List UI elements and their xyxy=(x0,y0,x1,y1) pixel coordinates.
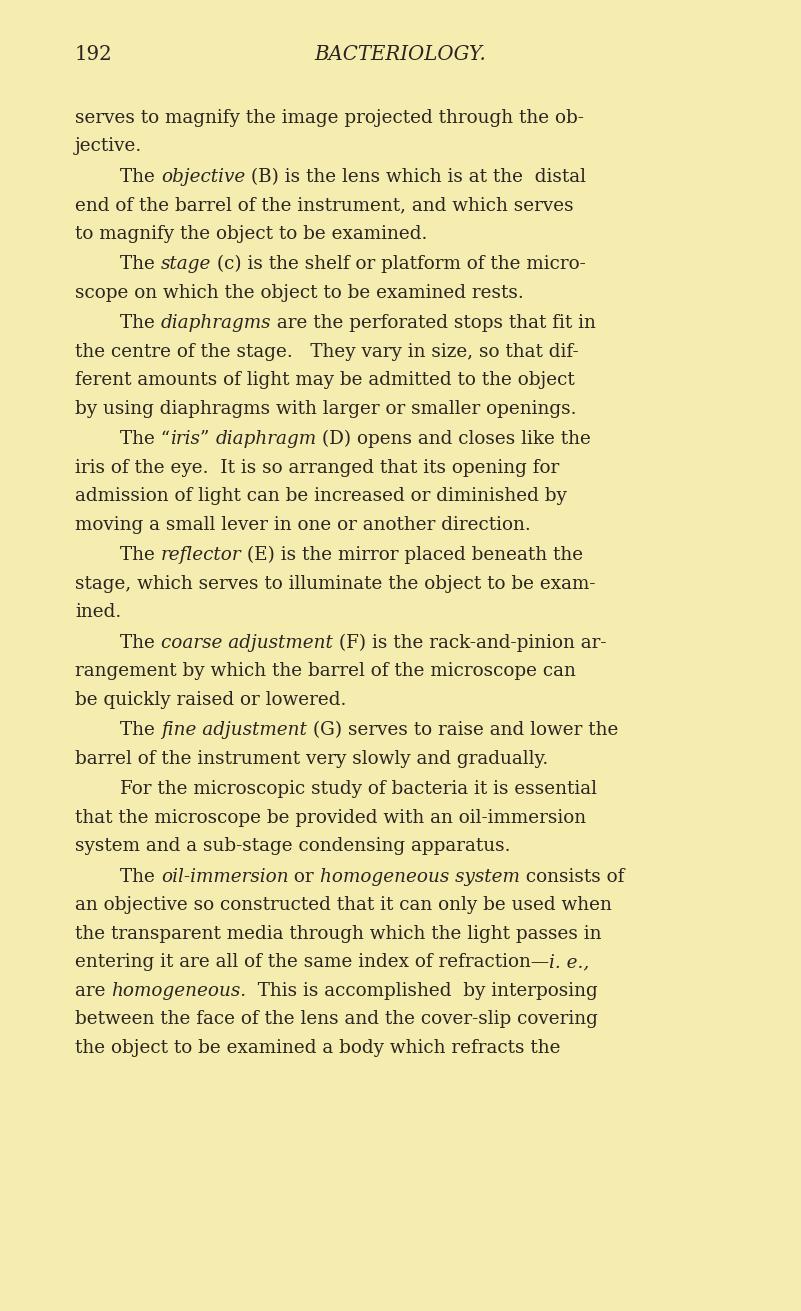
Text: The: The xyxy=(120,168,161,186)
Text: serves to magnify the image projected through the ob-: serves to magnify the image projected th… xyxy=(75,109,584,127)
Text: (G) serves to raise and lower the: (G) serves to raise and lower the xyxy=(307,721,618,739)
Text: stage: stage xyxy=(161,256,211,273)
Text: diaphragms: diaphragms xyxy=(161,315,272,332)
Text: the transparent media through which the light passes in: the transparent media through which the … xyxy=(75,924,602,943)
Text: are: are xyxy=(75,982,111,1000)
Text: (B) is the lens which is at the  distal: (B) is the lens which is at the distal xyxy=(245,168,586,186)
Text: scope on which the object to be examined rests.: scope on which the object to be examined… xyxy=(75,283,524,302)
Text: 192: 192 xyxy=(75,45,113,64)
Text: The: The xyxy=(120,868,161,886)
Text: system and a sub-stage condensing apparatus.: system and a sub-stage condensing appara… xyxy=(75,838,510,855)
Text: admission of light can be increased or diminished by: admission of light can be increased or d… xyxy=(75,488,567,505)
Text: oil-immersion: oil-immersion xyxy=(161,868,288,886)
Text: iris of the eye.  It is so arranged that its opening for: iris of the eye. It is so arranged that … xyxy=(75,459,559,477)
Text: are the perforated stops that fit in: are the perforated stops that fit in xyxy=(272,315,596,332)
Text: The: The xyxy=(120,315,161,332)
Text: barrel of the instrument very slowly and gradually.: barrel of the instrument very slowly and… xyxy=(75,750,548,768)
Text: moving a small lever in one or another direction.: moving a small lever in one or another d… xyxy=(75,515,531,534)
Text: The: The xyxy=(120,721,161,739)
Text: by using diaphragms with larger or smaller openings.: by using diaphragms with larger or small… xyxy=(75,400,577,418)
Text: The “: The “ xyxy=(120,430,170,448)
Text: an objective so constructed that it can only be used when: an objective so constructed that it can … xyxy=(75,897,612,914)
Text: ined.: ined. xyxy=(75,603,121,621)
Text: be quickly raised or lowered.: be quickly raised or lowered. xyxy=(75,691,346,709)
Text: jective.: jective. xyxy=(75,138,143,155)
Text: ”: ” xyxy=(200,430,215,448)
Text: iris: iris xyxy=(170,430,200,448)
Text: diaphragm: diaphragm xyxy=(215,430,316,448)
Text: The: The xyxy=(120,547,161,564)
Text: end of the barrel of the instrument, and which serves: end of the barrel of the instrument, and… xyxy=(75,197,574,214)
Text: between the face of the lens and the cover-slip covering: between the face of the lens and the cov… xyxy=(75,1011,598,1028)
Text: fine adjustment: fine adjustment xyxy=(161,721,307,739)
Text: or: or xyxy=(288,868,320,886)
Text: homogeneous.: homogeneous. xyxy=(111,982,247,1000)
Text: coarse adjustment: coarse adjustment xyxy=(161,633,332,652)
Text: This is accomplished  by interposing: This is accomplished by interposing xyxy=(247,982,598,1000)
Text: The: The xyxy=(120,256,161,273)
Text: ferent amounts of light may be admitted to the object: ferent amounts of light may be admitted … xyxy=(75,371,575,389)
Text: the object to be examined a body which refracts the: the object to be examined a body which r… xyxy=(75,1038,561,1057)
Text: BACTERIOLOGY.: BACTERIOLOGY. xyxy=(315,45,486,64)
Text: (E) is the mirror placed beneath the: (E) is the mirror placed beneath the xyxy=(241,545,583,564)
Text: objective: objective xyxy=(161,168,245,186)
Text: reflector: reflector xyxy=(161,547,241,564)
Text: stage, which serves to illuminate the object to be exam-: stage, which serves to illuminate the ob… xyxy=(75,574,595,593)
Text: entering it are all of the same index of refraction—: entering it are all of the same index of… xyxy=(75,953,549,971)
Text: the centre of the stage.   They vary in size, so that dif-: the centre of the stage. They vary in si… xyxy=(75,342,578,361)
Text: (D) opens and closes like the: (D) opens and closes like the xyxy=(316,430,591,448)
Text: (c) is the shelf or platform of the micro-: (c) is the shelf or platform of the micr… xyxy=(211,254,586,273)
Text: consists of: consists of xyxy=(520,868,624,886)
Text: rangement by which the barrel of the microscope can: rangement by which the barrel of the mic… xyxy=(75,662,576,680)
Text: i. e.,: i. e., xyxy=(549,953,590,971)
Text: that the microscope be provided with an oil-immersion: that the microscope be provided with an … xyxy=(75,809,586,827)
Text: homogeneous system: homogeneous system xyxy=(320,868,520,886)
Text: (F) is the rack-and-pinion ar-: (F) is the rack-and-pinion ar- xyxy=(332,633,606,652)
Text: The: The xyxy=(120,633,161,652)
Text: to magnify the object to be examined.: to magnify the object to be examined. xyxy=(75,224,428,243)
Text: For the microscopic study of bacteria it is essential: For the microscopic study of bacteria it… xyxy=(120,780,597,798)
